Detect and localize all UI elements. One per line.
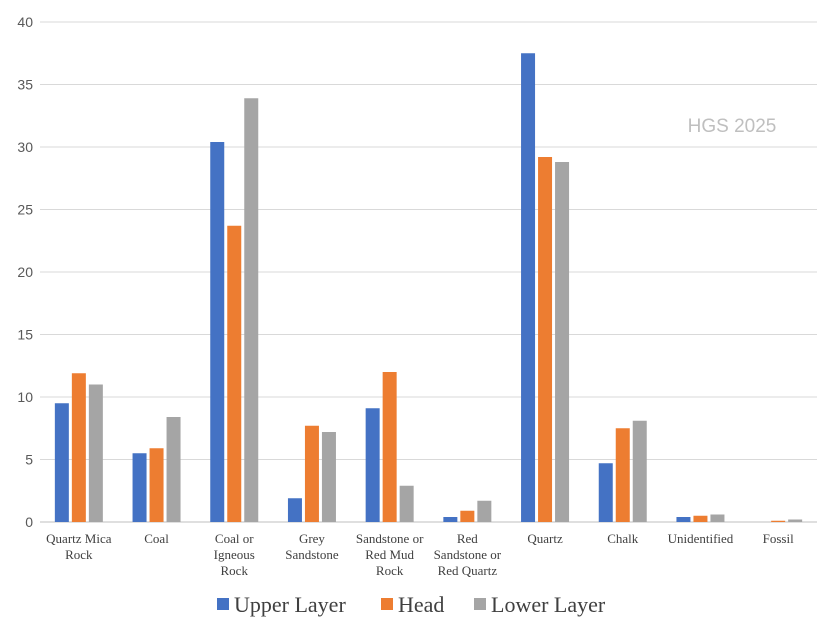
y-tick-label: 15 bbox=[17, 327, 33, 343]
legend: Upper Layer Head Lower Layer bbox=[217, 592, 606, 617]
bar-lower-layer bbox=[710, 514, 725, 522]
bar-upper-layer bbox=[521, 53, 536, 522]
bar-lower-layer bbox=[399, 485, 414, 522]
x-tick-label-line: Grey bbox=[299, 531, 325, 546]
x-tick-label: Sandstone or Red Mud Rock bbox=[356, 531, 424, 578]
x-tick-label-line: Quartz Mica bbox=[46, 531, 112, 546]
x-tick-label-line: Red Mud bbox=[365, 547, 414, 562]
watermark-annotation: HGS 2025 bbox=[688, 116, 777, 137]
x-tick-label-line: Unidentified bbox=[668, 531, 734, 546]
x-tick-label-line: Fossil bbox=[763, 531, 794, 546]
bar-lower-layer bbox=[321, 432, 336, 522]
bars bbox=[54, 53, 803, 522]
x-tick-label: Quartz bbox=[527, 531, 563, 546]
x-tick-label: Unidentified bbox=[668, 531, 734, 546]
bar-head bbox=[460, 510, 475, 522]
bar-head bbox=[71, 373, 86, 522]
bar-upper-layer bbox=[287, 498, 302, 522]
bar-upper-layer bbox=[365, 408, 380, 522]
legend-label: Upper Layer bbox=[234, 592, 346, 617]
x-tick-label-line: Sandstone or bbox=[434, 547, 502, 562]
y-tick-label: 5 bbox=[25, 452, 33, 468]
y-tick-label: 0 bbox=[25, 514, 33, 530]
x-tick-label-line: Red bbox=[457, 531, 478, 546]
bar-lower-layer bbox=[555, 162, 570, 522]
x-tick-label-line: Igneous bbox=[214, 547, 255, 562]
y-tick-label: 40 bbox=[17, 14, 33, 30]
bar-upper-layer bbox=[598, 463, 613, 522]
x-tick-label: Coal bbox=[144, 531, 169, 546]
bar-upper-layer bbox=[210, 142, 225, 522]
legend-swatch bbox=[381, 598, 393, 610]
gridlines bbox=[40, 21, 817, 523]
x-tick-label-line: Coal bbox=[144, 531, 169, 546]
bar-upper-layer bbox=[443, 517, 458, 522]
x-tick-label-line: Red Quartz bbox=[438, 563, 498, 578]
x-tick-label-line: Rock bbox=[221, 563, 249, 578]
bar-lower-layer bbox=[632, 420, 647, 522]
bar-lower-layer bbox=[477, 500, 492, 522]
x-tick-label: Fossil bbox=[763, 531, 794, 546]
x-tick-label-line: Sandstone bbox=[285, 547, 339, 562]
bar-head bbox=[149, 448, 164, 522]
x-tick-label: Chalk bbox=[607, 531, 639, 546]
legend-swatch bbox=[217, 598, 229, 610]
y-axis-ticks: 0 5 10 15 20 25 30 35 40 bbox=[17, 14, 33, 530]
bar-upper-layer bbox=[54, 403, 69, 522]
x-tick-label: Grey Sandstone bbox=[285, 531, 339, 562]
bar-upper-layer bbox=[132, 453, 147, 522]
x-tick-label-line: Quartz bbox=[527, 531, 563, 546]
y-tick-label: 25 bbox=[17, 202, 33, 218]
y-tick-label: 30 bbox=[17, 139, 33, 155]
x-tick-label-line: Chalk bbox=[607, 531, 639, 546]
x-tick-label-line: Coal or bbox=[215, 531, 254, 546]
legend-label: Head bbox=[398, 592, 444, 617]
y-tick-label: 10 bbox=[17, 389, 33, 405]
x-tick-label: Coal or Igneous Rock bbox=[214, 531, 255, 578]
bar-head bbox=[382, 372, 397, 522]
bar-head bbox=[693, 515, 708, 522]
bar-head bbox=[615, 428, 630, 522]
bar-lower-layer bbox=[244, 98, 259, 522]
x-tick-label-line: Rock bbox=[65, 547, 93, 562]
x-tick-label: Red Sandstone or Red Quartz bbox=[434, 531, 502, 578]
y-tick-label: 35 bbox=[17, 77, 33, 93]
bar-lower-layer bbox=[166, 417, 181, 522]
bar-head bbox=[771, 520, 786, 522]
bar-head bbox=[227, 225, 242, 522]
bar-lower-layer bbox=[88, 384, 103, 522]
bar-head bbox=[538, 157, 553, 522]
bar-head bbox=[304, 425, 319, 522]
x-tick-label: Quartz Mica Rock bbox=[46, 531, 112, 562]
bar-upper-layer bbox=[676, 517, 691, 522]
y-tick-label: 20 bbox=[17, 264, 33, 280]
x-tick-label-line: Rock bbox=[376, 563, 404, 578]
x-tick-label-line: Sandstone or bbox=[356, 531, 424, 546]
legend-label: Lower Layer bbox=[491, 592, 606, 617]
legend-swatch bbox=[474, 598, 486, 610]
bar-lower-layer bbox=[788, 519, 803, 522]
